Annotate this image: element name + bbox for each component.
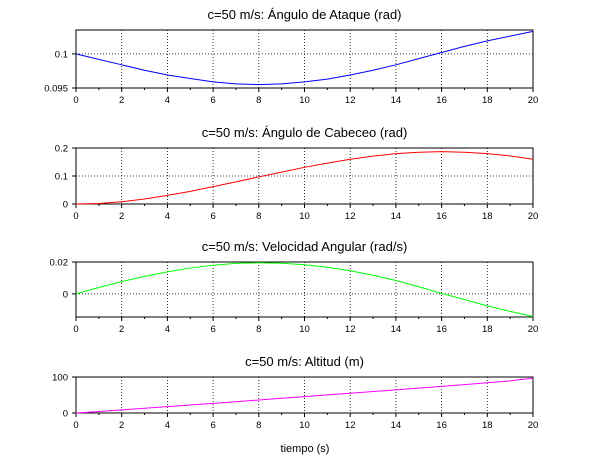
x-tick-label: 16 (436, 324, 447, 335)
x-tick-label: 12 (345, 211, 356, 222)
y-tick-label: 0 (63, 409, 68, 420)
y-tick-label: 0 (63, 289, 68, 300)
x-tick-label: 18 (482, 420, 493, 431)
y-tick-label: 0.02 (50, 258, 69, 269)
y-tick-label: 0.1 (55, 49, 68, 60)
x-tick-label: 0 (73, 211, 78, 222)
x-tick-label: 12 (345, 95, 356, 106)
x-tick-label: 0 (73, 420, 78, 431)
subplot-title: c=50 m/s: Ángulo de Ataque (rad) (207, 7, 401, 22)
subplot-2: c=50 m/s: Ángulo de Cabeceo (rad) 0 2 4 6 8 10… (55, 125, 539, 222)
subplot-3: c=50 m/s: Velocidad Angular (rad/s) 0 2 4 6 8… (50, 239, 539, 335)
x-tick-label: 2 (119, 324, 124, 335)
x-tick-label: 0 (73, 95, 78, 106)
x-tick-label: 8 (256, 95, 261, 106)
x-tick-label: 4 (165, 95, 170, 106)
x-tick-label: 20 (528, 420, 539, 431)
subplot-1: c=50 m/s: Ángulo de Ataque (rad) 0 2 4 6 8 10 1… (44, 7, 538, 106)
x-tick-label: 18 (482, 95, 493, 106)
x-tick-label: 20 (528, 95, 539, 106)
x-tick-label: 16 (436, 211, 447, 222)
x-tick-label: 8 (256, 211, 261, 222)
x-tick-label: 16 (436, 95, 447, 106)
x-tick-label: 6 (210, 420, 215, 431)
x-tick-label: 8 (256, 420, 261, 431)
y-tick-label: 0.095 (44, 84, 68, 95)
x-tick-label: 16 (436, 420, 447, 431)
x-tick-label: 10 (299, 420, 310, 431)
subplot-title: c=50 m/s: Ángulo de Cabeceo (rad) (202, 125, 408, 140)
x-tick-label: 18 (482, 324, 493, 335)
x-tick-label: 18 (482, 211, 493, 222)
subplot-title: c=50 m/s: Altitud (m) (245, 354, 364, 369)
x-tick-label: 6 (210, 211, 215, 222)
x-axis-label: tiempo (s) (281, 443, 330, 455)
subplot-title: c=50 m/s: Velocidad Angular (rad/s) (202, 239, 408, 254)
series-line-1 (75, 262, 534, 318)
x-tick-label: 14 (391, 211, 402, 222)
x-tick-label: 10 (299, 211, 310, 222)
x-tick-label: 2 (119, 420, 124, 431)
x-tick-label: 10 (299, 95, 310, 106)
x-tick-label: 14 (391, 324, 402, 335)
x-tick-label: 6 (210, 95, 215, 106)
x-tick-label: 4 (165, 420, 170, 431)
y-tick-label: 0.1 (55, 172, 68, 183)
x-tick-label: 0 (73, 324, 78, 335)
series-line-1 (75, 151, 534, 205)
y-tick-label: 0 (63, 200, 68, 211)
subplots: c=50 m/s: Ángulo de Ataque (rad) 0 2 4 6 8 10 1… (44, 7, 538, 431)
subplot-4: c=50 m/s: Altitud (m) 0 2 4 6 8 10 12 14 16 18 20 10… (52, 354, 538, 431)
x-tick-label: 8 (256, 324, 261, 335)
y-tick-label: 0.2 (55, 144, 68, 155)
x-tick-label: 20 (528, 324, 539, 335)
x-tick-label: 6 (210, 324, 215, 335)
series-line-1 (75, 30, 534, 86)
x-tick-label: 14 (391, 420, 402, 431)
x-tick-label: 4 (165, 324, 170, 335)
x-tick-label: 12 (345, 324, 356, 335)
x-tick-label: 2 (119, 95, 124, 106)
x-tick-label: 2 (119, 211, 124, 222)
x-tick-label: 14 (391, 95, 402, 106)
x-tick-label: 4 (165, 211, 170, 222)
y-tick-label: 100 (52, 373, 68, 384)
x-tick-label: 20 (528, 211, 539, 222)
series-line-1 (75, 377, 534, 414)
x-tick-label: 12 (345, 420, 356, 431)
x-tick-label: 10 (299, 324, 310, 335)
